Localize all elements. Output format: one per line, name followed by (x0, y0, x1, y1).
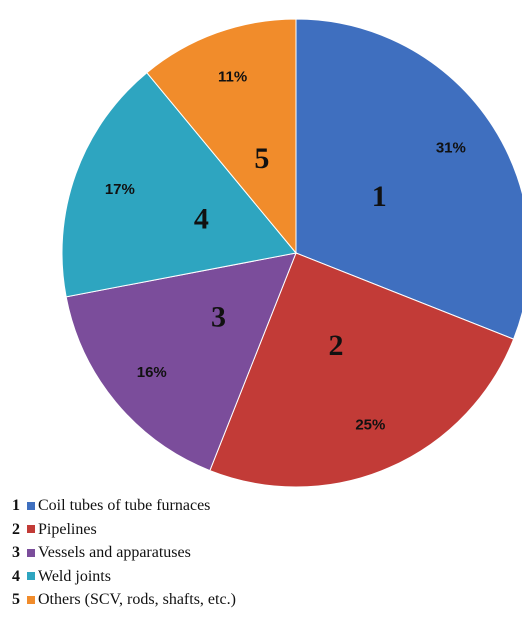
legend-number: 1 (12, 497, 20, 514)
legend-swatch-3 (27, 548, 35, 557)
legend-swatch-2 (27, 525, 35, 534)
pie-slice-3 (65, 252, 297, 472)
legend-number: 4 (12, 567, 20, 585)
pie-chart: 1 31% 2 25% 3 16% 4 17% 5 11% (61, 18, 522, 488)
slice-number-label: 5 (254, 142, 269, 175)
slice-percent-label: 16% (137, 364, 167, 381)
legend-label: Weld joints (38, 567, 111, 585)
pie-labels: 1 31% 2 25% 3 16% 4 17% 5 11% (105, 68, 466, 433)
slice-percent-label: 31% (436, 139, 466, 156)
legend-number: 5 (12, 591, 20, 608)
legend-item-3: 3 Vessels and apparatuses (12, 541, 236, 565)
pie-slice-4 (61, 71, 297, 298)
pie-slices (61, 18, 522, 488)
legend-swatch-5 (27, 595, 35, 604)
legend-label: Vessels and apparatuses (38, 544, 191, 561)
legend-item-1: 1 Coil tubes of tube furnaces (12, 494, 236, 518)
slice-number-label: 1 (372, 180, 387, 213)
legend-number: 2 (12, 520, 20, 538)
legend-swatch-1 (27, 501, 35, 510)
legend-label: Others (SCV, rods, shafts, etc.) (38, 591, 236, 608)
slice-number-label: 4 (194, 202, 209, 235)
legend-item-4: 4 Weld joints (12, 565, 236, 589)
legend-item-5: 5 Others (SCV, rods, shafts, etc.) (12, 588, 236, 612)
legend-label: Pipelines (38, 520, 97, 538)
pie-slice-2 (209, 252, 515, 488)
slice-percent-label: 17% (105, 181, 135, 198)
pie-slice-1 (295, 18, 522, 340)
legend: 1 Coil tubes of tube furnaces 2 Pipeline… (12, 494, 236, 612)
slice-percent-label: 11% (218, 68, 247, 85)
legend-number: 3 (12, 544, 20, 561)
slice-number-label: 2 (328, 329, 343, 362)
legend-swatch-4 (27, 572, 35, 581)
pie-slice-5 (146, 18, 297, 255)
legend-label: Coil tubes of tube furnaces (38, 497, 211, 514)
slice-percent-label: 25% (355, 416, 385, 433)
slice-number-label: 3 (211, 301, 226, 334)
legend-item-2: 2 Pipelines (12, 518, 236, 542)
